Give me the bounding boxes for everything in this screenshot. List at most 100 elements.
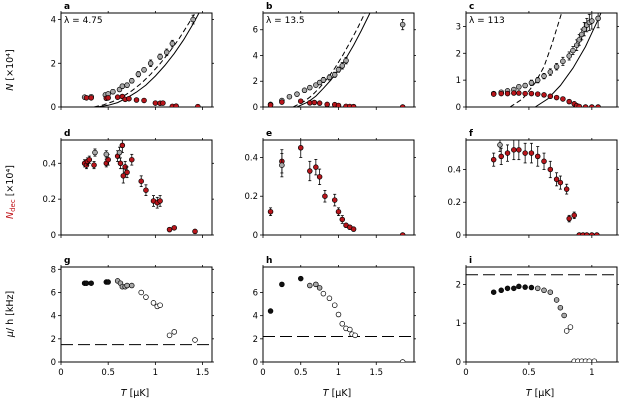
- data-point-mu: [547, 289, 554, 295]
- y-tick-label: 0: [51, 231, 56, 241]
- data-point-total: [560, 58, 566, 65]
- data-point-mu: [267, 308, 274, 314]
- data-point-total: [141, 67, 147, 73]
- data-point-Ndec: [528, 90, 535, 97]
- y-tick-label: 3: [456, 22, 461, 32]
- y-tick-label: 4: [253, 312, 258, 322]
- x-tick-label: 0: [58, 368, 63, 378]
- data-point-total: [339, 63, 346, 69]
- panel-a: 0 2 4a λ = 4.75: [51, 2, 214, 113]
- data-point-total: [129, 78, 135, 84]
- x-tick-label: 0.5: [101, 368, 115, 378]
- data-point-Ndec: [141, 97, 147, 104]
- data-point-Ndec: [339, 216, 346, 223]
- data-point-total: [190, 16, 196, 23]
- panel-e: 0 0.2 0.4 e: [244, 129, 416, 241]
- data-point-total: [313, 82, 319, 88]
- y-tick-label: 2: [51, 59, 56, 69]
- panel-annotation: λ = 13.5: [266, 16, 305, 26]
- data-point-Ndec: [511, 90, 517, 96]
- data-point-Ndec: [589, 232, 595, 235]
- data-point-mu: [528, 284, 535, 291]
- data-point-mu: [335, 311, 342, 318]
- data-point-Ndec: [399, 104, 406, 107]
- y-tick-label: 6: [253, 26, 258, 36]
- data-point-Ndec: [589, 104, 595, 107]
- data-point-Ndec: [504, 150, 511, 156]
- plot-area: [490, 13, 602, 107]
- data-point-mu: [561, 312, 567, 319]
- data-point-mu: [490, 289, 497, 295]
- data-point-Ndec: [522, 150, 528, 156]
- data-point-mu: [192, 337, 198, 343]
- y-tick-label: 0.4: [244, 153, 258, 163]
- y-tick-label: 0: [253, 231, 258, 241]
- data-point-Ndec: [138, 178, 144, 184]
- data-point-mu: [143, 294, 149, 300]
- y-tick-label: 2: [456, 280, 461, 290]
- data-point-Ndec: [105, 95, 111, 101]
- panel-letter: a: [64, 2, 70, 12]
- data-point-Ndec: [307, 168, 313, 174]
- data-point-mu: [516, 283, 522, 290]
- data-point-Ndec: [120, 173, 127, 179]
- data-point-Ndec: [298, 145, 304, 151]
- data-point-Ndec: [528, 150, 535, 156]
- data-point-total: [534, 77, 541, 83]
- data-point-total: [286, 93, 293, 100]
- theory-curve: [96, 13, 200, 107]
- data-point-mu: [352, 332, 358, 339]
- data-point-total: [110, 88, 116, 95]
- data-point-Ndec: [399, 232, 406, 235]
- panel-letter: c: [469, 2, 474, 12]
- panel-frame: [465, 139, 618, 236]
- x-tick-label: 0.5: [294, 368, 308, 378]
- y-tick-label: 0: [51, 358, 56, 368]
- data-point-total: [595, 15, 601, 22]
- data-point-mu: [522, 284, 528, 290]
- data-point-total: [135, 71, 142, 77]
- data-point-Ndec: [584, 232, 590, 235]
- data-point-Ndec: [91, 162, 97, 168]
- data-point-Ndec: [511, 147, 517, 153]
- data-point-Ndec: [557, 179, 564, 186]
- data-point-mu: [150, 300, 157, 306]
- data-point-mu: [316, 285, 323, 291]
- data-point-Ndec: [192, 228, 198, 235]
- data-point-total: [119, 83, 126, 89]
- y-tick-label: 0: [456, 231, 461, 241]
- data-point-Ndec: [279, 99, 285, 105]
- data-point-mu: [567, 324, 574, 330]
- y-tick-label: 6: [51, 288, 56, 298]
- y-tick-label: 0: [253, 103, 258, 113]
- data-point-Ndec: [267, 102, 274, 107]
- data-point-Ndec: [322, 193, 328, 199]
- data-point-mu: [541, 287, 547, 294]
- panel-letter: b: [266, 2, 273, 12]
- data-point-total: [528, 80, 535, 86]
- data-point-mu: [138, 289, 144, 296]
- panel-frame: [60, 139, 213, 236]
- panel-h: 0 0.5 1 1.5 0 2 4 6 h: [253, 256, 416, 378]
- data-point-Ndec: [335, 208, 342, 215]
- y-tick-label: 0.4: [447, 165, 461, 175]
- data-point-Ndec: [311, 99, 318, 106]
- x-axis-label-col3: T [μK]: [526, 388, 555, 399]
- panel-frame: [60, 12, 213, 108]
- data-point-mu: [553, 297, 560, 303]
- x-tick-label: 0: [463, 368, 468, 378]
- data-point-mu: [331, 302, 338, 308]
- data-point-total: [399, 21, 406, 28]
- panel-b: 0 2 4 6 b λ = 13.5: [253, 2, 416, 113]
- y-tick-label: 4: [51, 312, 56, 322]
- data-point-Ndec: [316, 174, 323, 180]
- data-point-total: [307, 84, 313, 91]
- data-point-mu: [586, 358, 593, 362]
- data-point-Ndec: [316, 100, 323, 106]
- data-point-Ndec: [534, 91, 541, 97]
- y-tick-label: 0: [253, 358, 258, 368]
- data-point-total: [147, 60, 154, 67]
- x-tick-label: 1.5: [196, 368, 210, 378]
- data-point-Ndec: [516, 90, 522, 96]
- y-tick-label: 2: [456, 49, 461, 59]
